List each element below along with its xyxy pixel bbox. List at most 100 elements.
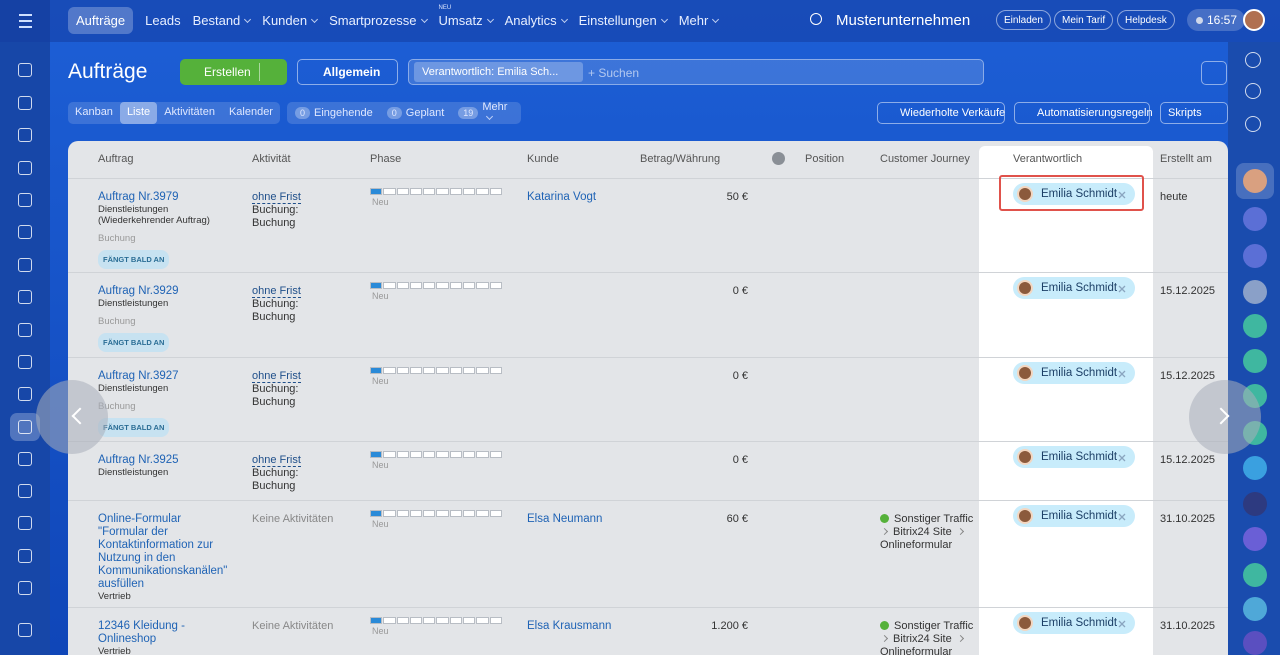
sidebar-icon[interactable] <box>18 452 32 466</box>
view-tab[interactable]: Aktivitäten <box>164 106 215 118</box>
sidebar-icon[interactable] <box>18 323 32 337</box>
chat-avatar[interactable] <box>1243 456 1267 480</box>
order-cell: Online-Formular "Formular der Kontaktinf… <box>98 513 233 602</box>
chat-avatar[interactable] <box>1243 563 1267 587</box>
sidebar-icon[interactable] <box>18 484 32 498</box>
chat-avatar[interactable] <box>1243 492 1267 516</box>
create-button[interactable]: Erstellen <box>180 59 287 85</box>
phase-segment <box>449 282 463 289</box>
sidebar-icon[interactable] <box>18 549 32 563</box>
customer-link[interactable]: Elsa Neumann <box>527 513 603 525</box>
search-icon[interactable] <box>810 13 822 25</box>
responsible-chip[interactable]: Emilia Schmidt <box>1013 277 1135 299</box>
sidebar-icon[interactable] <box>18 63 32 77</box>
activity-cell: ohne Frist Buchung: Buchung <box>252 370 312 409</box>
activity-deadline[interactable]: ohne Frist <box>252 370 301 383</box>
nav-item[interactable]: Leads <box>145 13 181 28</box>
chip-remove[interactable] <box>1118 453 1126 462</box>
sidebar-icon[interactable] <box>18 193 32 207</box>
settings-button[interactable] <box>1201 61 1227 85</box>
sidebar-icon[interactable] <box>18 96 32 110</box>
order-title[interactable]: Auftrag Nr.3979 <box>98 191 179 203</box>
company-name[interactable]: Musterunternehmen <box>836 12 971 29</box>
right-icon[interactable] <box>1245 83 1261 99</box>
counter[interactable]: 19 Mehr <box>458 101 513 125</box>
nav-item[interactable]: Mehr <box>679 7 720 34</box>
sidebar-icon[interactable] <box>18 128 32 142</box>
right-icon[interactable] <box>1245 52 1261 68</box>
order-title[interactable]: Auftrag Nr.3929 <box>98 285 179 297</box>
sidebar-icon[interactable] <box>18 161 32 175</box>
nav-item[interactable]: Smartprozesse <box>329 7 428 34</box>
chip-remove[interactable] <box>1118 512 1126 521</box>
counter[interactable]: 0 Eingehende <box>295 107 373 119</box>
scroll-arrow[interactable] <box>36 380 108 454</box>
chat-avatar[interactable] <box>1243 527 1267 551</box>
action-button[interactable]: Skripts <box>1160 102 1228 124</box>
sidebar-icon[interactable] <box>18 258 32 272</box>
chat-avatar[interactable] <box>1243 314 1267 338</box>
order-title[interactable]: 12346 Kleidung - Onlineshop <box>98 620 185 645</box>
order-title[interactable]: Auftrag Nr.3927 <box>98 370 179 382</box>
view-tab[interactable]: Liste <box>119 102 158 124</box>
no-activity: Keine Aktivitäten <box>252 620 334 632</box>
sidebar-icon[interactable] <box>18 290 32 304</box>
sidebar-icon[interactable] <box>18 581 32 595</box>
chip-remove[interactable] <box>1118 619 1126 628</box>
chat-avatar[interactable] <box>1243 169 1267 193</box>
top-button[interactable]: Mein Tarif <box>1054 10 1114 30</box>
responsible-chip[interactable]: Emilia Schmidt <box>1013 505 1135 527</box>
chat-avatar[interactable] <box>1243 207 1267 231</box>
table-card: Auftrag Aktivität Phase Kunde Betrag/Währung… <box>68 141 1228 655</box>
scroll-arrow[interactable] <box>1189 380 1261 454</box>
active-item-bg <box>10 413 40 441</box>
order-title[interactable]: Online-Formular "Formular der Kontaktinf… <box>98 513 228 590</box>
sidebar-icon[interactable] <box>18 355 32 369</box>
top-button[interactable]: Helpdesk <box>1117 10 1175 30</box>
sidebar-icon[interactable] <box>18 516 32 530</box>
journey-step: Bitrix24 Site <box>880 526 978 539</box>
filter-tag[interactable]: Verantwortlich: Emilia Sch... <box>414 62 583 82</box>
view-tab[interactable]: Kalender <box>228 106 273 118</box>
customer-link[interactable]: Elsa Krausmann <box>527 620 612 632</box>
customer-link[interactable]: Katarina Vogt <box>527 191 597 203</box>
pipeline-button[interactable]: Allgemein <box>297 59 398 85</box>
clock-pill[interactable]: 16:57 <box>1187 9 1246 31</box>
responsible-chip[interactable]: Emilia Schmidt <box>1013 446 1135 468</box>
activity-deadline[interactable]: ohne Frist <box>252 285 301 298</box>
phase-segment <box>436 617 449 624</box>
activity-deadline[interactable]: ohne Frist <box>252 191 301 204</box>
nav-item[interactable]: Einstellungen <box>579 7 668 34</box>
nav-item[interactable]: Umsatz NEU <box>439 5 494 34</box>
chat-avatar[interactable] <box>1243 631 1267 655</box>
right-icon[interactable] <box>1245 116 1261 132</box>
search-input[interactable]: + Suchen <box>588 66 640 80</box>
chip-remove[interactable] <box>1118 190 1126 199</box>
chat-avatar[interactable] <box>1243 349 1267 373</box>
sidebar-icon[interactable] <box>18 420 32 434</box>
responsible-chip[interactable]: Emilia Schmidt <box>1013 183 1135 205</box>
sidebar-icon[interactable] <box>18 623 32 637</box>
action-button[interactable]: Automatisierungsregeln <box>1014 102 1153 124</box>
nav-item[interactable]: Kunden <box>262 7 319 34</box>
chat-avatar[interactable] <box>1243 597 1267 621</box>
chip-avatar <box>1017 449 1033 465</box>
order-title[interactable]: Auftrag Nr.3925 <box>98 454 179 466</box>
responsible-chip[interactable]: Emilia Schmidt <box>1013 362 1135 384</box>
action-button[interactable]: Wiederholte Verkäufe <box>877 102 1005 124</box>
nav-item[interactable]: Bestand <box>193 7 252 34</box>
nav-item[interactable]: Analytics <box>505 7 568 34</box>
activity-deadline[interactable]: ohne Frist <box>252 454 301 467</box>
sidebar-icon[interactable] <box>18 387 32 401</box>
chip-remove[interactable] <box>1118 369 1126 378</box>
counter[interactable]: 0 Geplant <box>386 107 444 119</box>
responsible-chip[interactable]: Emilia Schmidt <box>1013 612 1135 634</box>
top-button[interactable]: Einladen <box>996 10 1051 30</box>
view-tab[interactable]: Kanban <box>75 106 113 118</box>
sidebar-icon[interactable] <box>18 225 32 239</box>
chip-remove[interactable] <box>1118 284 1126 293</box>
user-avatar[interactable] <box>1243 9 1265 31</box>
nav-item[interactable]: Aufträge <box>68 7 134 34</box>
chat-avatar[interactable] <box>1243 280 1267 304</box>
chat-avatar[interactable] <box>1243 244 1267 268</box>
